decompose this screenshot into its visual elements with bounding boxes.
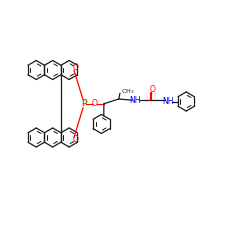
Text: NH: NH (162, 97, 174, 106)
Text: O: O (92, 99, 98, 108)
Text: P: P (81, 99, 87, 108)
Text: CH$_3$: CH$_3$ (122, 87, 135, 96)
Text: NH: NH (130, 96, 141, 105)
Text: O: O (73, 136, 78, 144)
Text: O: O (150, 85, 156, 94)
Text: O: O (73, 63, 78, 72)
